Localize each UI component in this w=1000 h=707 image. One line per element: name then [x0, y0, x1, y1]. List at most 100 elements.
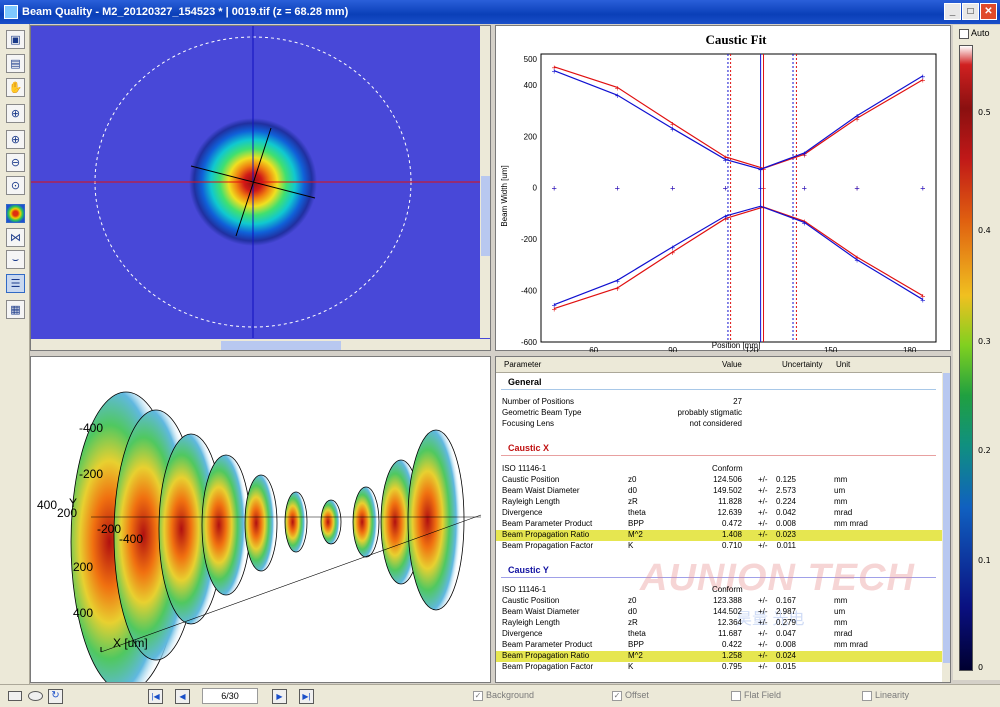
table-cell: +/-: [758, 508, 768, 517]
caustic-chart: Caustic Fit 60 90 120 150 180 500 400 200 0 -200 -…: [500, 32, 937, 355]
table-cell: z0: [628, 596, 637, 605]
maximize-button[interactable]: □: [962, 3, 979, 20]
y-tick-label: -600: [521, 338, 538, 347]
vertical-scroll-thumb[interactable]: [481, 176, 491, 256]
caustic-icon[interactable]: ⌣: [6, 250, 25, 269]
false-color-icon[interactable]: [6, 204, 25, 223]
3d-view-icon[interactable]: ⋈: [6, 228, 25, 247]
data-point: +: [920, 297, 926, 305]
caustic-chart-panel: Caustic Fit 60 90 120 150 180 500 400 200 0 -200 -…: [495, 25, 951, 355]
app-icon: [4, 5, 18, 19]
table-cell: +/-: [758, 541, 768, 550]
data-point: +: [551, 68, 557, 76]
table-cell: Conform: [712, 585, 743, 594]
col-uncertainty[interactable]: Uncertainty: [782, 360, 823, 369]
flat-field-checkbox[interactable]: [731, 691, 741, 701]
close-button[interactable]: ✕: [980, 3, 997, 20]
table-scrollbar[interactable]: [942, 357, 950, 682]
left-toolbar: ▣ ▤ ✋ ⊕ ⊕ ⊖ ⊙ ⋈ ⌣ ☰ ▦: [0, 24, 30, 684]
x-tick-label: 120: [745, 346, 759, 352]
axis-tick: -200: [97, 522, 121, 536]
data-point: +: [722, 156, 728, 164]
table-cell: d0: [628, 607, 637, 616]
center-point: +: [722, 185, 728, 193]
watermark-brand: AUNION TECH: [640, 557, 915, 599]
beam-discs: [70, 391, 465, 682]
refresh-icon[interactable]: ↻: [48, 689, 63, 704]
table-row: Beam Propagation Factor K 0.710 +/- 0.011: [496, 541, 942, 552]
first-page-button[interactable]: |◀: [148, 689, 163, 704]
hand-icon[interactable]: ✋: [6, 78, 25, 97]
3d-caustic-panel[interactable]: -400 -200 400 200 -200 -400 200 400 Y X …: [30, 356, 491, 683]
data-point: +: [722, 154, 728, 162]
table-cell: +/-: [758, 497, 768, 506]
table-cell: Divergence: [502, 508, 543, 517]
table-cell: K: [628, 662, 634, 671]
rectangle-icon[interactable]: [8, 691, 22, 701]
table-cell: 0.015: [775, 662, 796, 671]
zoom-fit-icon[interactable]: ⊙: [6, 176, 25, 195]
data-point: +: [854, 254, 860, 262]
table-cell: Beam Propagation Ratio: [502, 651, 590, 660]
zoom-in-icon[interactable]: ⊕: [6, 130, 25, 149]
table-cell: +/-: [758, 475, 768, 484]
chart-title: Caustic Fit: [705, 32, 767, 47]
center-point: +: [854, 185, 860, 193]
table-scroll-thumb[interactable]: [943, 373, 950, 663]
center-point: +: [722, 185, 728, 193]
axis-tick: -200: [79, 467, 103, 481]
table-cell: +/-: [758, 519, 768, 528]
table-cell: mm mrad: [834, 519, 868, 528]
x-axis-label: Position [mm]: [712, 341, 760, 350]
table-header: Parameter Value Uncertainty Unit: [496, 357, 942, 373]
page-indicator[interactable]: 6/30: [202, 688, 258, 704]
col-unit[interactable]: Unit: [836, 360, 851, 369]
data-point: +: [722, 213, 728, 221]
data-point: +: [670, 126, 676, 134]
linearity-checkbox[interactable]: [862, 691, 872, 701]
table-cell: 0.042: [775, 508, 796, 517]
data-point: +: [670, 244, 676, 252]
next-page-button[interactable]: ▶: [272, 689, 287, 704]
table-cell: mrad: [834, 629, 853, 638]
center-point: +: [758, 185, 764, 193]
col-value[interactable]: Value: [722, 360, 742, 369]
last-page-button[interactable]: ▶|: [299, 689, 314, 704]
section-divider: [501, 389, 936, 390]
table-row: Beam Parameter Product BPP 0.472 +/- 0.008 mm…: [496, 519, 942, 530]
background-checkbox[interactable]: ✓: [473, 691, 483, 701]
table-row: Beam Propagation Ratio M^2 1.408 +/- 0.023: [496, 530, 942, 541]
minimize-button[interactable]: _: [944, 3, 961, 20]
table-cell: ISO 11146-1: [502, 464, 547, 473]
table-cell: +/-: [758, 530, 768, 539]
table-cell: Beam Parameter Product: [502, 640, 593, 649]
y-tick-label: 400: [524, 81, 538, 90]
offset-checkbox[interactable]: ✓: [612, 691, 622, 701]
ellipse-icon[interactable]: [28, 691, 43, 701]
report-icon[interactable]: ▦: [6, 300, 25, 319]
horizontal-scroll-thumb[interactable]: [221, 341, 341, 350]
colorbar-panel: Auto 0.5 0.4 0.3 0.2 0.1 0: [953, 25, 1000, 680]
save-as-icon[interactable]: ▤: [6, 54, 25, 73]
auto-checkbox[interactable]: [959, 29, 969, 39]
table-cell: 0.008: [775, 519, 796, 528]
zoom-out-icon[interactable]: ⊖: [6, 153, 25, 172]
save-icon[interactable]: ▣: [6, 30, 25, 49]
flat-field-label: Flat Field: [744, 690, 782, 700]
data-point: +: [801, 219, 807, 227]
table-cell: Focusing Lens: [502, 419, 555, 428]
table-cell: Rayleigh Length: [502, 618, 560, 627]
center-point: +: [920, 185, 926, 193]
data-point: +: [614, 277, 620, 285]
col-parameter[interactable]: Parameter: [504, 360, 542, 369]
beam-image-panel[interactable]: [30, 25, 491, 351]
table-icon[interactable]: ☰: [6, 274, 25, 293]
table-cell: M^2: [628, 651, 643, 660]
auto-label: Auto: [971, 28, 990, 38]
table-cell: +/-: [758, 651, 768, 660]
table-cell: +/-: [758, 618, 768, 627]
y-tick-label: -400: [521, 287, 538, 296]
section-divider: [501, 577, 936, 578]
crosshair-icon[interactable]: ⊕: [6, 104, 25, 123]
prev-page-button[interactable]: ◀: [175, 689, 190, 704]
